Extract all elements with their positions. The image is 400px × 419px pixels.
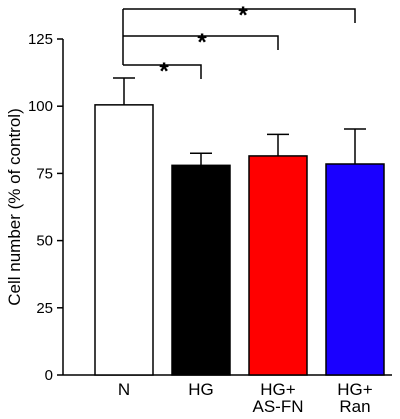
significance-bracket [123,8,356,23]
bar [94,104,154,376]
y-tick-label: 100 [28,98,53,115]
y-axis-title: Cell number (% of control) [5,108,24,305]
x-tick-label: HG+ [337,380,373,399]
x-tick-label: HG+ [260,380,296,399]
y-tick-label: 0 [45,367,53,384]
bar [325,163,385,376]
bar [171,164,231,376]
significance-star: * [159,58,169,85]
y-tick-label: 125 [28,31,53,48]
x-tick-label: AS-FN [253,397,304,416]
significance-bracket [123,35,279,50]
x-tick-label: N [118,380,130,399]
bars [94,104,385,376]
significance-brackets: * * * [122,2,356,85]
x-tick-label: HG [188,380,214,399]
x-tick-label: Ran [339,397,370,416]
y-tick-label: 50 [36,233,53,250]
y-tick-label: 75 [36,165,53,182]
significance-star: * [238,2,248,29]
y-tick-label: 25 [36,300,53,317]
bar [248,155,308,376]
error-bars [113,77,366,166]
significance-bracket [123,64,202,79]
significance-star: * [197,29,207,56]
